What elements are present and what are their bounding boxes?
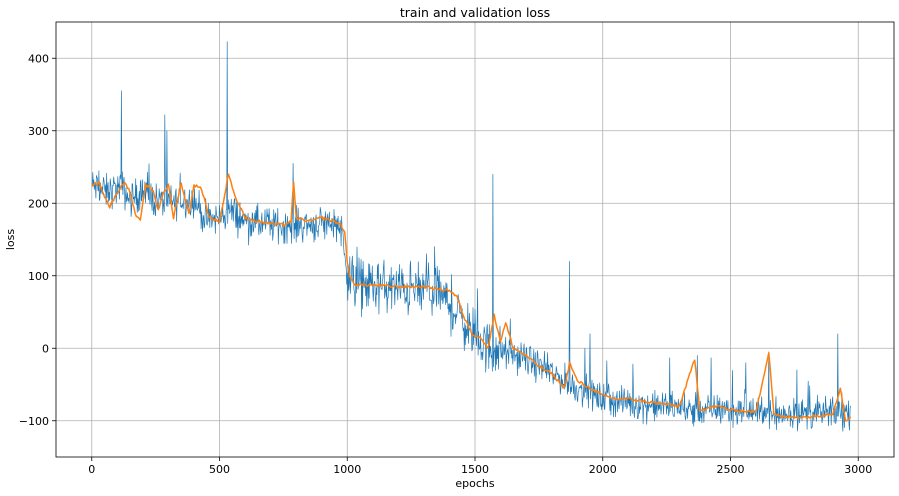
- y-tick-label: −100: [19, 415, 49, 428]
- ticks: 0 500 1000 1500 2000 2500 3000 −100 0 100 200 300 40…: [19, 52, 872, 476]
- x-tick-label: 1000: [333, 463, 361, 476]
- x-axis-label: epochs: [455, 477, 494, 490]
- series-line-validation: [91, 173, 852, 422]
- y-tick-label: 0: [42, 342, 49, 355]
- plot-area: [91, 41, 852, 432]
- x-tick-label: 3000: [844, 463, 872, 476]
- y-axis-label: loss: [4, 229, 17, 251]
- y-tick-label: 100: [28, 270, 49, 283]
- y-tick-label: 300: [28, 125, 49, 138]
- x-tick-label: 0: [88, 463, 95, 476]
- x-tick-label: 500: [209, 463, 230, 476]
- x-tick-label: 2500: [716, 463, 744, 476]
- chart-title: train and validation loss: [400, 5, 550, 20]
- y-tick-label: 200: [28, 197, 49, 210]
- x-tick-label: 2000: [589, 463, 617, 476]
- y-tick-label: 400: [28, 52, 49, 65]
- x-tick-label: 1500: [461, 463, 489, 476]
